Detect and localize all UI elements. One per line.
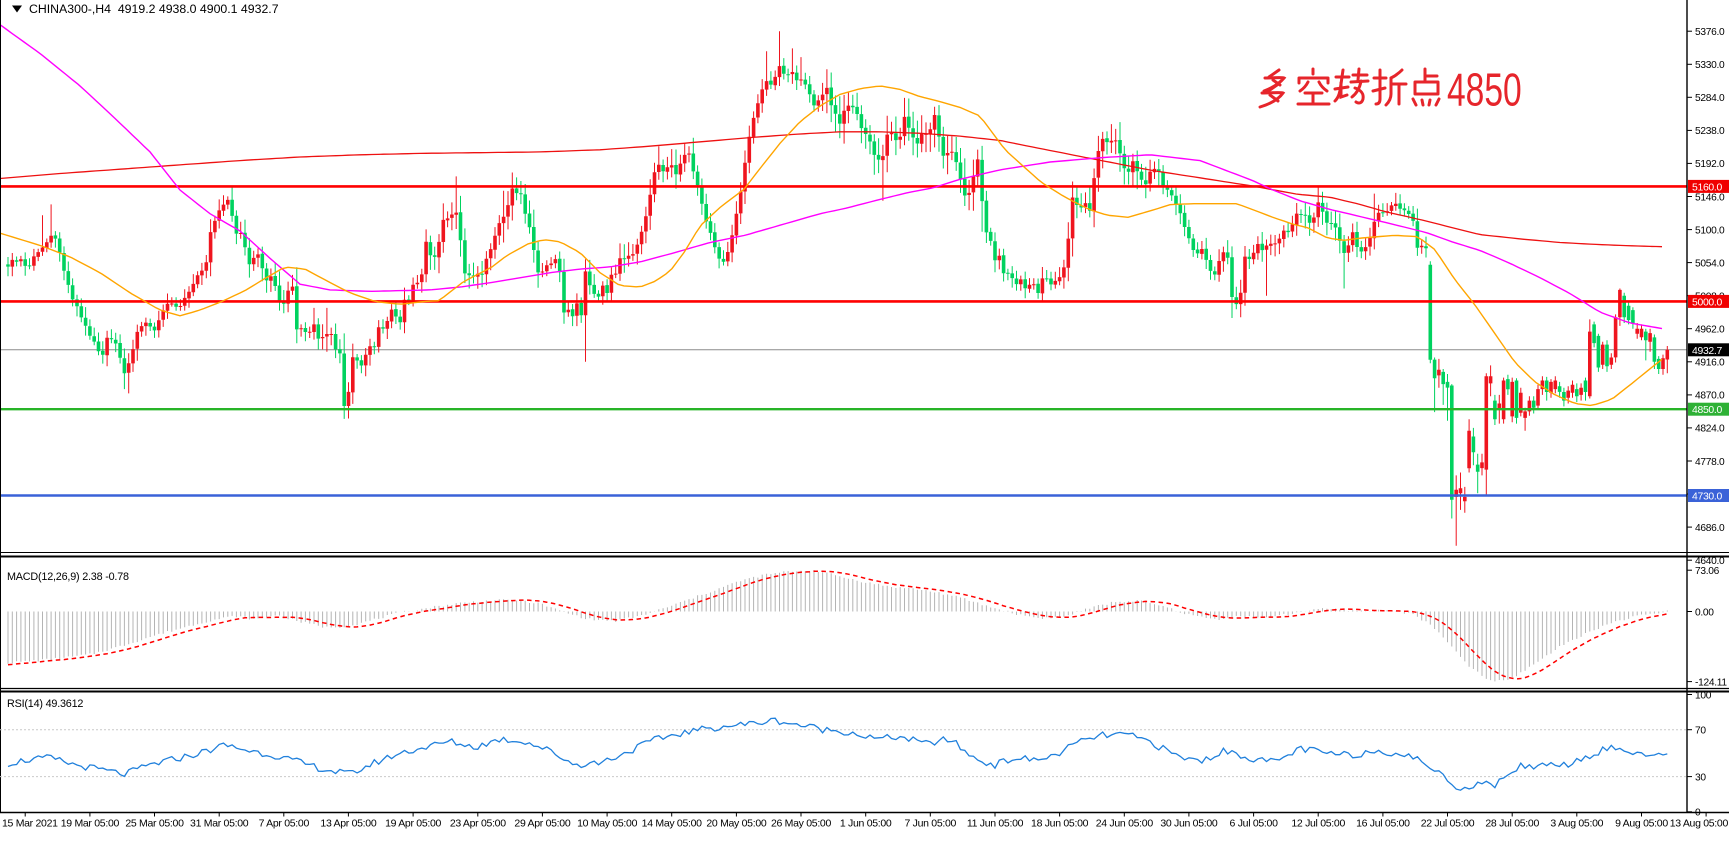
svg-text:4962.0: 4962.0 (1695, 325, 1725, 336)
svg-text:4932.7: 4932.7 (1692, 346, 1723, 357)
svg-text:29 Apr 05:00: 29 Apr 05:00 (514, 818, 570, 830)
svg-text:30 Jun 05:00: 30 Jun 05:00 (1160, 818, 1218, 830)
svg-text:25 Mar 05:00: 25 Mar 05:00 (125, 818, 184, 830)
svg-text:15 Mar 2021: 15 Mar 2021 (2, 818, 58, 830)
svg-text:30: 30 (1695, 772, 1706, 783)
svg-text:4870.0: 4870.0 (1695, 391, 1725, 402)
svg-text:4824.0: 4824.0 (1695, 424, 1725, 435)
svg-text:70: 70 (1695, 726, 1706, 737)
svg-text:18 Jun 05:00: 18 Jun 05:00 (1031, 818, 1089, 830)
svg-text:4686.0: 4686.0 (1695, 523, 1725, 534)
svg-text:0: 0 (1695, 808, 1701, 819)
svg-text:4916.0: 4916.0 (1695, 358, 1725, 369)
svg-text:5100.0: 5100.0 (1695, 225, 1725, 236)
svg-text:19 Apr 05:00: 19 Apr 05:00 (385, 818, 441, 830)
svg-text:6 Jul 05:00: 6 Jul 05:00 (1230, 818, 1279, 830)
svg-text:5376.0: 5376.0 (1695, 27, 1725, 38)
svg-text:20 May 05:00: 20 May 05:00 (706, 818, 766, 830)
svg-text:73.06: 73.06 (1695, 566, 1720, 577)
svg-text:7 Apr 05:00: 7 Apr 05:00 (259, 818, 310, 830)
svg-text:24 Jun 05:00: 24 Jun 05:00 (1096, 818, 1154, 830)
svg-text:14 May 05:00: 14 May 05:00 (642, 818, 702, 830)
svg-text:0.00: 0.00 (1695, 607, 1714, 618)
svg-text:10 May 05:00: 10 May 05:00 (577, 818, 637, 830)
svg-text:MACD(12,26,9) 2.38 -0.78: MACD(12,26,9) 2.38 -0.78 (7, 571, 129, 583)
svg-text:5284.0: 5284.0 (1695, 93, 1725, 104)
svg-text:4850: 4850 (1447, 64, 1522, 115)
svg-text:22 Jul 05:00: 22 Jul 05:00 (1421, 818, 1475, 830)
svg-text:5330.0: 5330.0 (1695, 60, 1725, 71)
svg-text:5054.0: 5054.0 (1695, 258, 1725, 269)
svg-text:5160.0: 5160.0 (1692, 182, 1723, 193)
svg-text:12 Jul 05:00: 12 Jul 05:00 (1291, 818, 1345, 830)
svg-text:13 Aug 05:00: 13 Aug 05:00 (1670, 818, 1729, 830)
svg-text:31 Mar 05:00: 31 Mar 05:00 (190, 818, 249, 830)
svg-text:100: 100 (1695, 690, 1712, 701)
svg-text:4640.0: 4640.0 (1695, 556, 1725, 567)
svg-text:4778.0: 4778.0 (1695, 457, 1725, 468)
svg-text:5146.0: 5146.0 (1695, 192, 1725, 203)
svg-text:7 Jun 05:00: 7 Jun 05:00 (905, 818, 957, 830)
svg-text:5238.0: 5238.0 (1695, 126, 1725, 137)
svg-text:1 Jun 05:00: 1 Jun 05:00 (840, 818, 892, 830)
svg-text:16 Jul 05:00: 16 Jul 05:00 (1356, 818, 1410, 830)
svg-text:13 Apr 05:00: 13 Apr 05:00 (320, 818, 376, 830)
svg-text:23 Apr 05:00: 23 Apr 05:00 (450, 818, 506, 830)
svg-text:-124.11: -124.11 (1695, 677, 1727, 688)
svg-text:CHINA300-,H4 4919.2 4938.0 49: CHINA300-,H4 4919.2 4938.0 4900.1 4932.7 (29, 2, 279, 16)
svg-text:5192.0: 5192.0 (1695, 159, 1725, 170)
svg-text:26 May 05:00: 26 May 05:00 (771, 818, 831, 830)
svg-text:5000.0: 5000.0 (1692, 297, 1723, 308)
svg-text:3 Aug 05:00: 3 Aug 05:00 (1550, 818, 1603, 830)
svg-text:19 Mar 05:00: 19 Mar 05:00 (61, 818, 120, 830)
svg-text:RSI(14) 49.3612: RSI(14) 49.3612 (7, 698, 83, 710)
svg-text:28 Jul 05:00: 28 Jul 05:00 (1485, 818, 1539, 830)
svg-text:4850.0: 4850.0 (1692, 405, 1723, 416)
svg-text:4730.0: 4730.0 (1692, 492, 1723, 503)
svg-text:9 Aug 05:00: 9 Aug 05:00 (1615, 818, 1668, 830)
svg-text:11 Jun 05:00: 11 Jun 05:00 (967, 818, 1024, 830)
